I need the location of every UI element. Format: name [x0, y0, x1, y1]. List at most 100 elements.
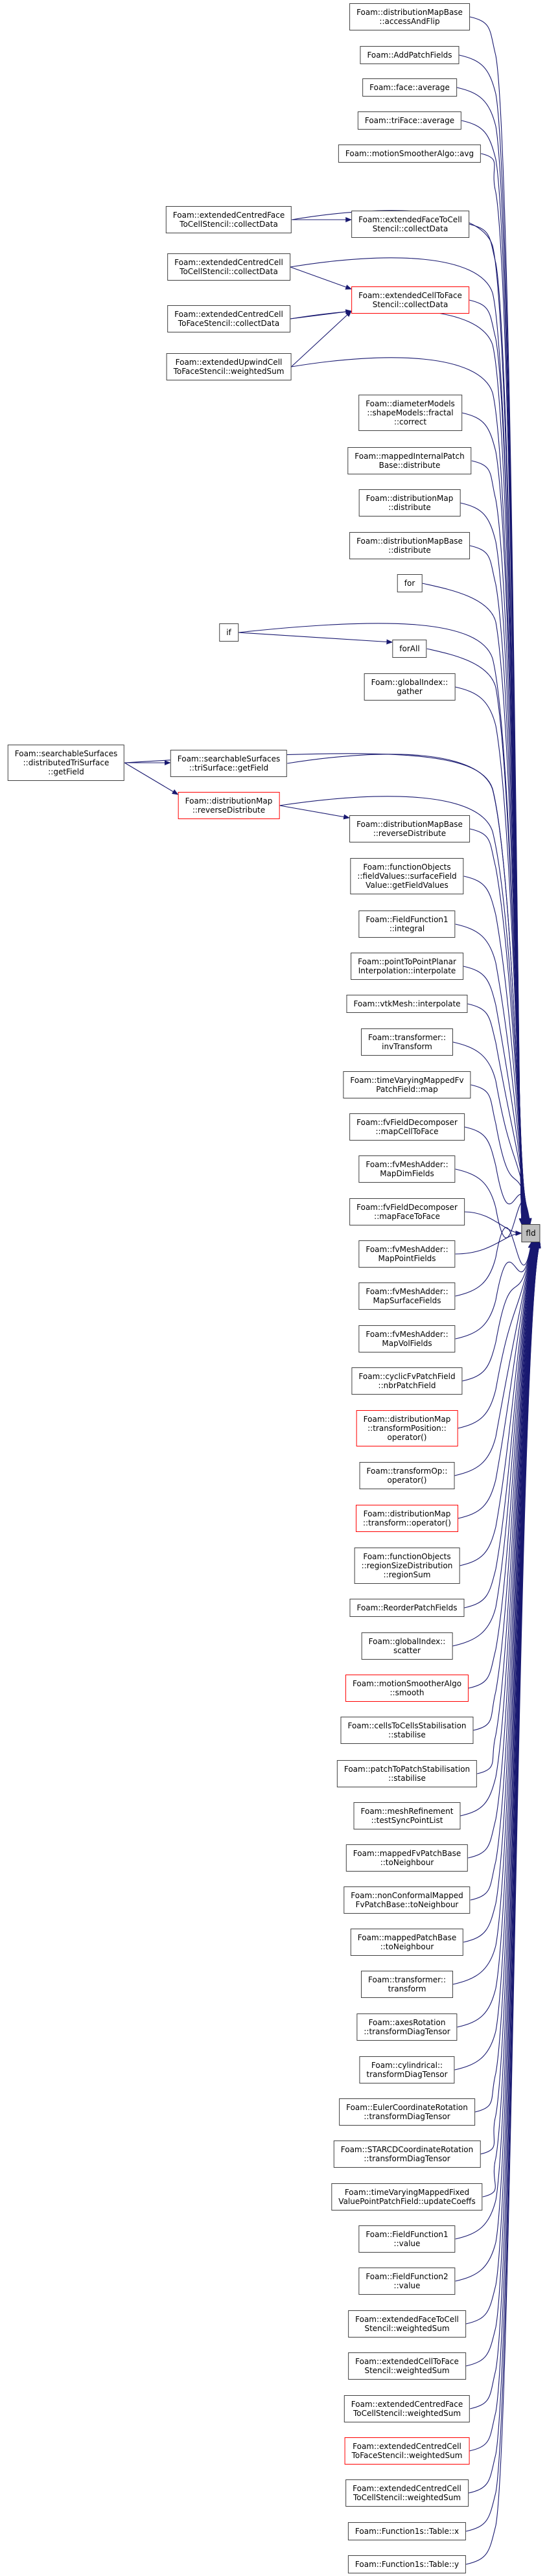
- graph-node-CellToFaceWs[interactable]: Foam::extendedCellToFace Stencil::weighte…: [348, 2352, 466, 2380]
- node-label-line: MapDimFields: [380, 1169, 434, 1178]
- graph-node-regionSum[interactable]: Foam::functionObjects::regionSizeDistrib…: [354, 1548, 460, 1584]
- graph-node-transformerTransform[interactable]: Foam::transformer:: transform: [361, 1971, 453, 1998]
- graph-node-scatter[interactable]: Foam::globalIndex:: scatter: [361, 1632, 453, 1660]
- graph-node-transformOperator[interactable]: Foam::distributionMap::transform::operat…: [356, 1505, 458, 1532]
- node-label-line: Base::distribute: [378, 461, 441, 470]
- edge-Euler-to-fld: [474, 1242, 541, 2113]
- graph-node-diameter[interactable]: Foam::diameterModels::shapeModels::fract…: [358, 395, 462, 431]
- edge-upwind-to-eCellToFaceCol: [291, 310, 352, 367]
- graph-node-cylindrical[interactable]: Foam::cylindrical:: transformDiagTensor: [359, 2056, 455, 2083]
- node-label-line: ::transformDiagTensor: [364, 2027, 450, 2036]
- node-label-line: ::value: [393, 2239, 421, 2248]
- graph-node-faceAvg[interactable]: Foam::face::average: [362, 78, 457, 97]
- graph-node-nbrPatch[interactable]: Foam::cyclicFvPatchField::nbrPatchField: [351, 1367, 463, 1395]
- node-label-line: Foam::cyclicFvPatchField: [358, 1372, 456, 1381]
- edge-nonConformal-to-fld: [470, 1242, 539, 1901]
- graph-node-TableX[interactable]: Foam::Function1s::Table::x: [347, 2522, 467, 2540]
- graph-node-gather[interactable]: Foam::globalIndex:: gather: [364, 673, 456, 701]
- graph-node-CentredCellToFaceWs[interactable]: Foam::extendedCentredCell ToFaceStencil::…: [344, 2437, 470, 2465]
- node-label-line: Foam::distributionMap: [185, 796, 273, 806]
- node-label-line: Foam::nonConformalMapped: [351, 1891, 463, 1900]
- graph-node-FF1value[interactable]: Foam::FieldFunction1::value: [358, 2225, 456, 2253]
- node-label-line: Foam::cellsToCellsStabilisation: [347, 1721, 467, 1730]
- node-label-line: PatchField::map: [376, 1085, 438, 1094]
- node-label-line: Foam::fvMeshAdder::: [366, 1160, 448, 1169]
- graph-node-pointToPoint[interactable]: Foam::pointToPointPlanar Interpolation::i…: [351, 953, 463, 980]
- graph-node-eCellToFaceCol[interactable]: Foam::extendedCellToFace Stencil::collect…: [351, 286, 469, 314]
- edge-regionSum-to-fld: [460, 1242, 535, 1566]
- graph-node-axesRotation[interactable]: Foam::axesRotation::transformDiagTensor: [356, 2013, 458, 2041]
- graph-node-surfaceFieldValue[interactable]: Foam::functionObjects::fieldValues::surf…: [350, 858, 464, 894]
- graph-node-transformPosition[interactable]: Foam::distributionMap::transformPosition…: [356, 1410, 458, 1446]
- graph-node-cCellToCellCol[interactable]: Foam::extendedCentredCell ToCellStencil::…: [167, 253, 290, 281]
- graph-node-TableY[interactable]: Foam::Function1s::Table::y: [347, 2555, 467, 2573]
- edge-mapCellToFace-to-fld: [464, 1126, 532, 1225]
- node-label-line: ::transformDiagTensor: [364, 2154, 450, 2163]
- node-label-line: scatter: [393, 1646, 421, 1655]
- graph-node-distTriGetField[interactable]: Foam::searchableSurfaces::distributedTri…: [7, 745, 125, 781]
- graph-node-eFaceToCellCol[interactable]: Foam::extendedFaceToCell Stencil::collect…: [351, 211, 469, 238]
- node-label-line: Foam::STARCDCoordinateRotation: [340, 2145, 474, 2154]
- graph-node-FaceToCellWs[interactable]: Foam::extendedFaceToCell Stencil::weighte…: [348, 2310, 466, 2338]
- node-label-line: Foam::motionSmootherAlgo::avg: [345, 149, 474, 158]
- graph-node-timeVaryingFixed[interactable]: Foam::timeVaryingMappedFixed ValuePointPa…: [331, 2183, 483, 2210]
- graph-node-timeVaryingFv[interactable]: Foam::timeVaryingMappedFv PatchField::map: [343, 1071, 471, 1098]
- graph-node-Reorder[interactable]: Foam::ReorderPatchFields: [349, 1599, 465, 1617]
- graph-node-cFaceToCellCol[interactable]: Foam::extendedCentredFace ToCellStencil::…: [165, 206, 292, 233]
- graph-node-for[interactable]: for: [397, 574, 423, 592]
- graph-node-mappedPatch[interactable]: Foam::mappedPatchBase::toNeighbour: [350, 1929, 464, 1956]
- graph-node-Euler[interactable]: Foam::EulerCoordinateRotation::transform…: [339, 2098, 475, 2126]
- node-label-line: Foam::searchableSurfaces: [14, 749, 118, 758]
- graph-node-MapSurface[interactable]: Foam::fvMeshAdder:: MapSurfaceFields: [358, 1282, 456, 1310]
- graph-node-dmbDistribute[interactable]: Foam::distributionMapBase::distribute: [349, 532, 470, 559]
- graph-node-mappedFv[interactable]: Foam::mappedFvPatchBase::toNeighbour: [345, 1844, 469, 1872]
- graph-node-integral[interactable]: Foam::FieldFunction1::integral: [358, 911, 456, 938]
- node-label-line: fld: [526, 1229, 536, 1238]
- graph-node-testSync[interactable]: Foam::meshRefinement::testSyncPointList: [353, 1802, 461, 1829]
- graph-node-smooth[interactable]: Foam::motionSmootherAlgo::smooth: [345, 1675, 469, 1702]
- graph-node-patchToPatch[interactable]: Foam::patchToPatchStabilisation::stabili…: [336, 1760, 478, 1787]
- graph-node-transformOp[interactable]: Foam::transformOp:: operator(): [359, 1462, 455, 1489]
- graph-node-invTransform[interactable]: Foam::transformer:: invTransform: [361, 1028, 453, 1056]
- node-label-line: Foam::distributionMapBase: [356, 537, 463, 546]
- node-label-line: Foam::transformer::: [368, 1975, 446, 1984]
- graph-node-FF2value[interactable]: Foam::FieldFunction2::value: [358, 2268, 456, 2295]
- graph-node-vtkMesh[interactable]: Foam::vtkMesh::interpolate: [346, 995, 468, 1013]
- graph-node-mapFaceToFace[interactable]: Foam::fvFieldDecomposer::mapFaceToFace: [349, 1198, 465, 1225]
- graph-node-MapPoint[interactable]: Foam::fvMeshAdder:: MapPointFields: [358, 1240, 456, 1268]
- node-label-line: Value::getFieldValues: [366, 881, 448, 890]
- graph-node-MapVol[interactable]: Foam::fvMeshAdder:: MapVolFields: [358, 1325, 456, 1352]
- edge-Reorder-to-fld: [464, 1242, 536, 1608]
- graph-node-cCellToFaceCol[interactable]: Foam::extendedCentredCell ToFaceStencil::…: [167, 305, 290, 332]
- edge-cylindrical-to-fld: [454, 1242, 540, 2071]
- graph-node-upwind[interactable]: Foam::extendedUpwindCell ToFaceStencil::w…: [166, 353, 292, 380]
- graph-node-nonConformal[interactable]: Foam::nonConformalMapped FvPatchBase::toN…: [343, 1886, 471, 1914]
- graph-node-dmDistribute[interactable]: Foam::distributionMap::distribute: [358, 489, 461, 516]
- node-label-line: ::toNeighbour: [380, 1858, 434, 1867]
- graph-node-triFaceAvg[interactable]: Foam::triFace::average: [357, 111, 462, 130]
- node-label-line: Foam::vtkMesh::interpolate: [353, 999, 461, 1008]
- edge-upwind-to-fld: [291, 357, 525, 1225]
- graph-node-AddPatchFields[interactable]: Foam::AddPatchFields: [360, 46, 460, 64]
- graph-node-MapDim[interactable]: Foam::fvMeshAdder:: MapDimFields: [358, 1155, 456, 1183]
- node-label-line: Foam::EulerCoordinateRotation: [346, 2103, 468, 2112]
- graph-node-dmbReverse[interactable]: Foam::distributionMapBase::reverseDistri…: [349, 815, 470, 842]
- graph-node-mapCellToFace[interactable]: Foam::fvFieldDecomposer::mapCellToFace: [349, 1113, 465, 1141]
- graph-node-accessAndFlip[interactable]: Foam::distributionMapBase::accessAndFlip: [349, 3, 470, 30]
- graph-node-cellsToCells[interactable]: Foam::cellsToCellsStabilisation::stabili…: [340, 1717, 474, 1744]
- graph-node-mappedInternal[interactable]: Foam::mappedInternalPatch Base::distribut…: [347, 447, 472, 474]
- node-label-line: ToCellStencil::weightedSum: [353, 2493, 461, 2502]
- graph-node-if[interactable]: if: [219, 623, 239, 642]
- graph-node-STARCD[interactable]: Foam::STARCDCoordinateRotation::transfor…: [333, 2141, 481, 2168]
- graph-node-dmReverse[interactable]: Foam::distributionMap::reverseDistribute: [178, 792, 280, 819]
- node-label-line: ::distribute: [388, 503, 431, 512]
- graph-node-CentredCellToCellWs[interactable]: Foam::extendedCentredCell ToCellStencil::…: [345, 2479, 469, 2507]
- graph-node-CentredFaceWs[interactable]: Foam::extendedCentredFace ToCellStencil::…: [343, 2395, 471, 2422]
- graph-node-triGetField[interactable]: Foam::searchableSurfaces::triSurface::ge…: [170, 750, 288, 777]
- node-label-line: Foam::extendedUpwindCell: [175, 358, 283, 367]
- graph-node-forAll[interactable]: forAll: [392, 640, 427, 658]
- node-label-line: Foam::pointToPointPlanar: [358, 957, 456, 966]
- graph-node-avg[interactable]: Foam::motionSmootherAlgo::avg: [338, 145, 482, 163]
- node-label-line: Foam::mappedPatchBase: [357, 1933, 457, 1942]
- node-label-line: ::smooth: [390, 1688, 425, 1697]
